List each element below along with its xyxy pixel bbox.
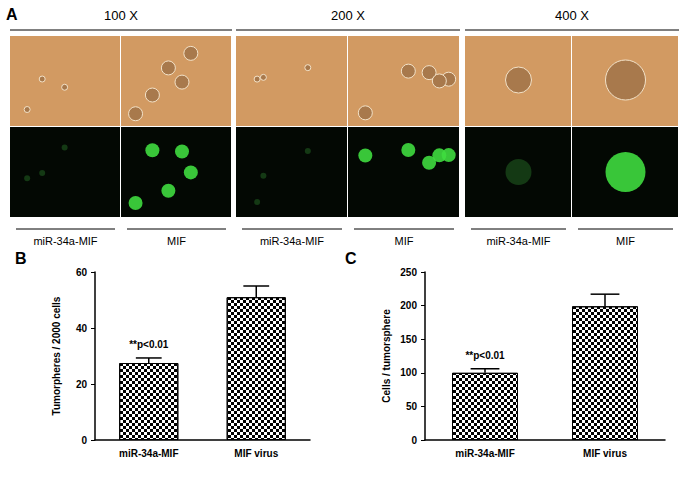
svg-text:miR-34a-MIF: miR-34a-MIF (260, 235, 324, 247)
svg-text:miR-34a-MIF: miR-34a-MIF (455, 448, 514, 459)
svg-text:100: 100 (400, 367, 417, 378)
svg-text:250: 250 (400, 267, 417, 278)
svg-text:miR-34a-MIF: miR-34a-MIF (33, 235, 97, 247)
svg-text:400 X: 400 X (555, 8, 589, 23)
svg-text:100 X: 100 X (104, 8, 138, 23)
svg-text:**p<0.01: **p<0.01 (129, 339, 169, 350)
svg-text:200 X: 200 X (331, 8, 365, 23)
svg-text:0: 0 (81, 435, 87, 446)
svg-text:MIF: MIF (167, 235, 186, 247)
svg-text:Cells / tumorsphere: Cells / tumorsphere (381, 309, 392, 403)
svg-text:Tumorpheres / 2000 cells: Tumorpheres / 2000 cells (51, 296, 62, 415)
svg-text:miR-34a-MIF: miR-34a-MIF (119, 448, 178, 459)
svg-text:20: 20 (76, 379, 88, 390)
svg-text:C: C (345, 250, 357, 267)
svg-text:0: 0 (411, 435, 417, 446)
svg-text:MIF: MIF (395, 235, 414, 247)
svg-text:miR-34a-MIF: miR-34a-MIF (486, 235, 550, 247)
svg-text:150: 150 (400, 334, 417, 345)
svg-text:60: 60 (76, 267, 88, 278)
svg-text:MIF virus: MIF virus (234, 448, 278, 459)
svg-text:40: 40 (76, 323, 88, 334)
svg-text:**p<0.01: **p<0.01 (465, 350, 505, 361)
svg-text:200: 200 (400, 300, 417, 311)
svg-text:B: B (15, 250, 27, 267)
svg-text:MIF: MIF (616, 235, 635, 247)
svg-text:50: 50 (406, 401, 418, 412)
svg-text:A: A (6, 6, 18, 23)
svg-text:MIF virus: MIF virus (583, 448, 627, 459)
